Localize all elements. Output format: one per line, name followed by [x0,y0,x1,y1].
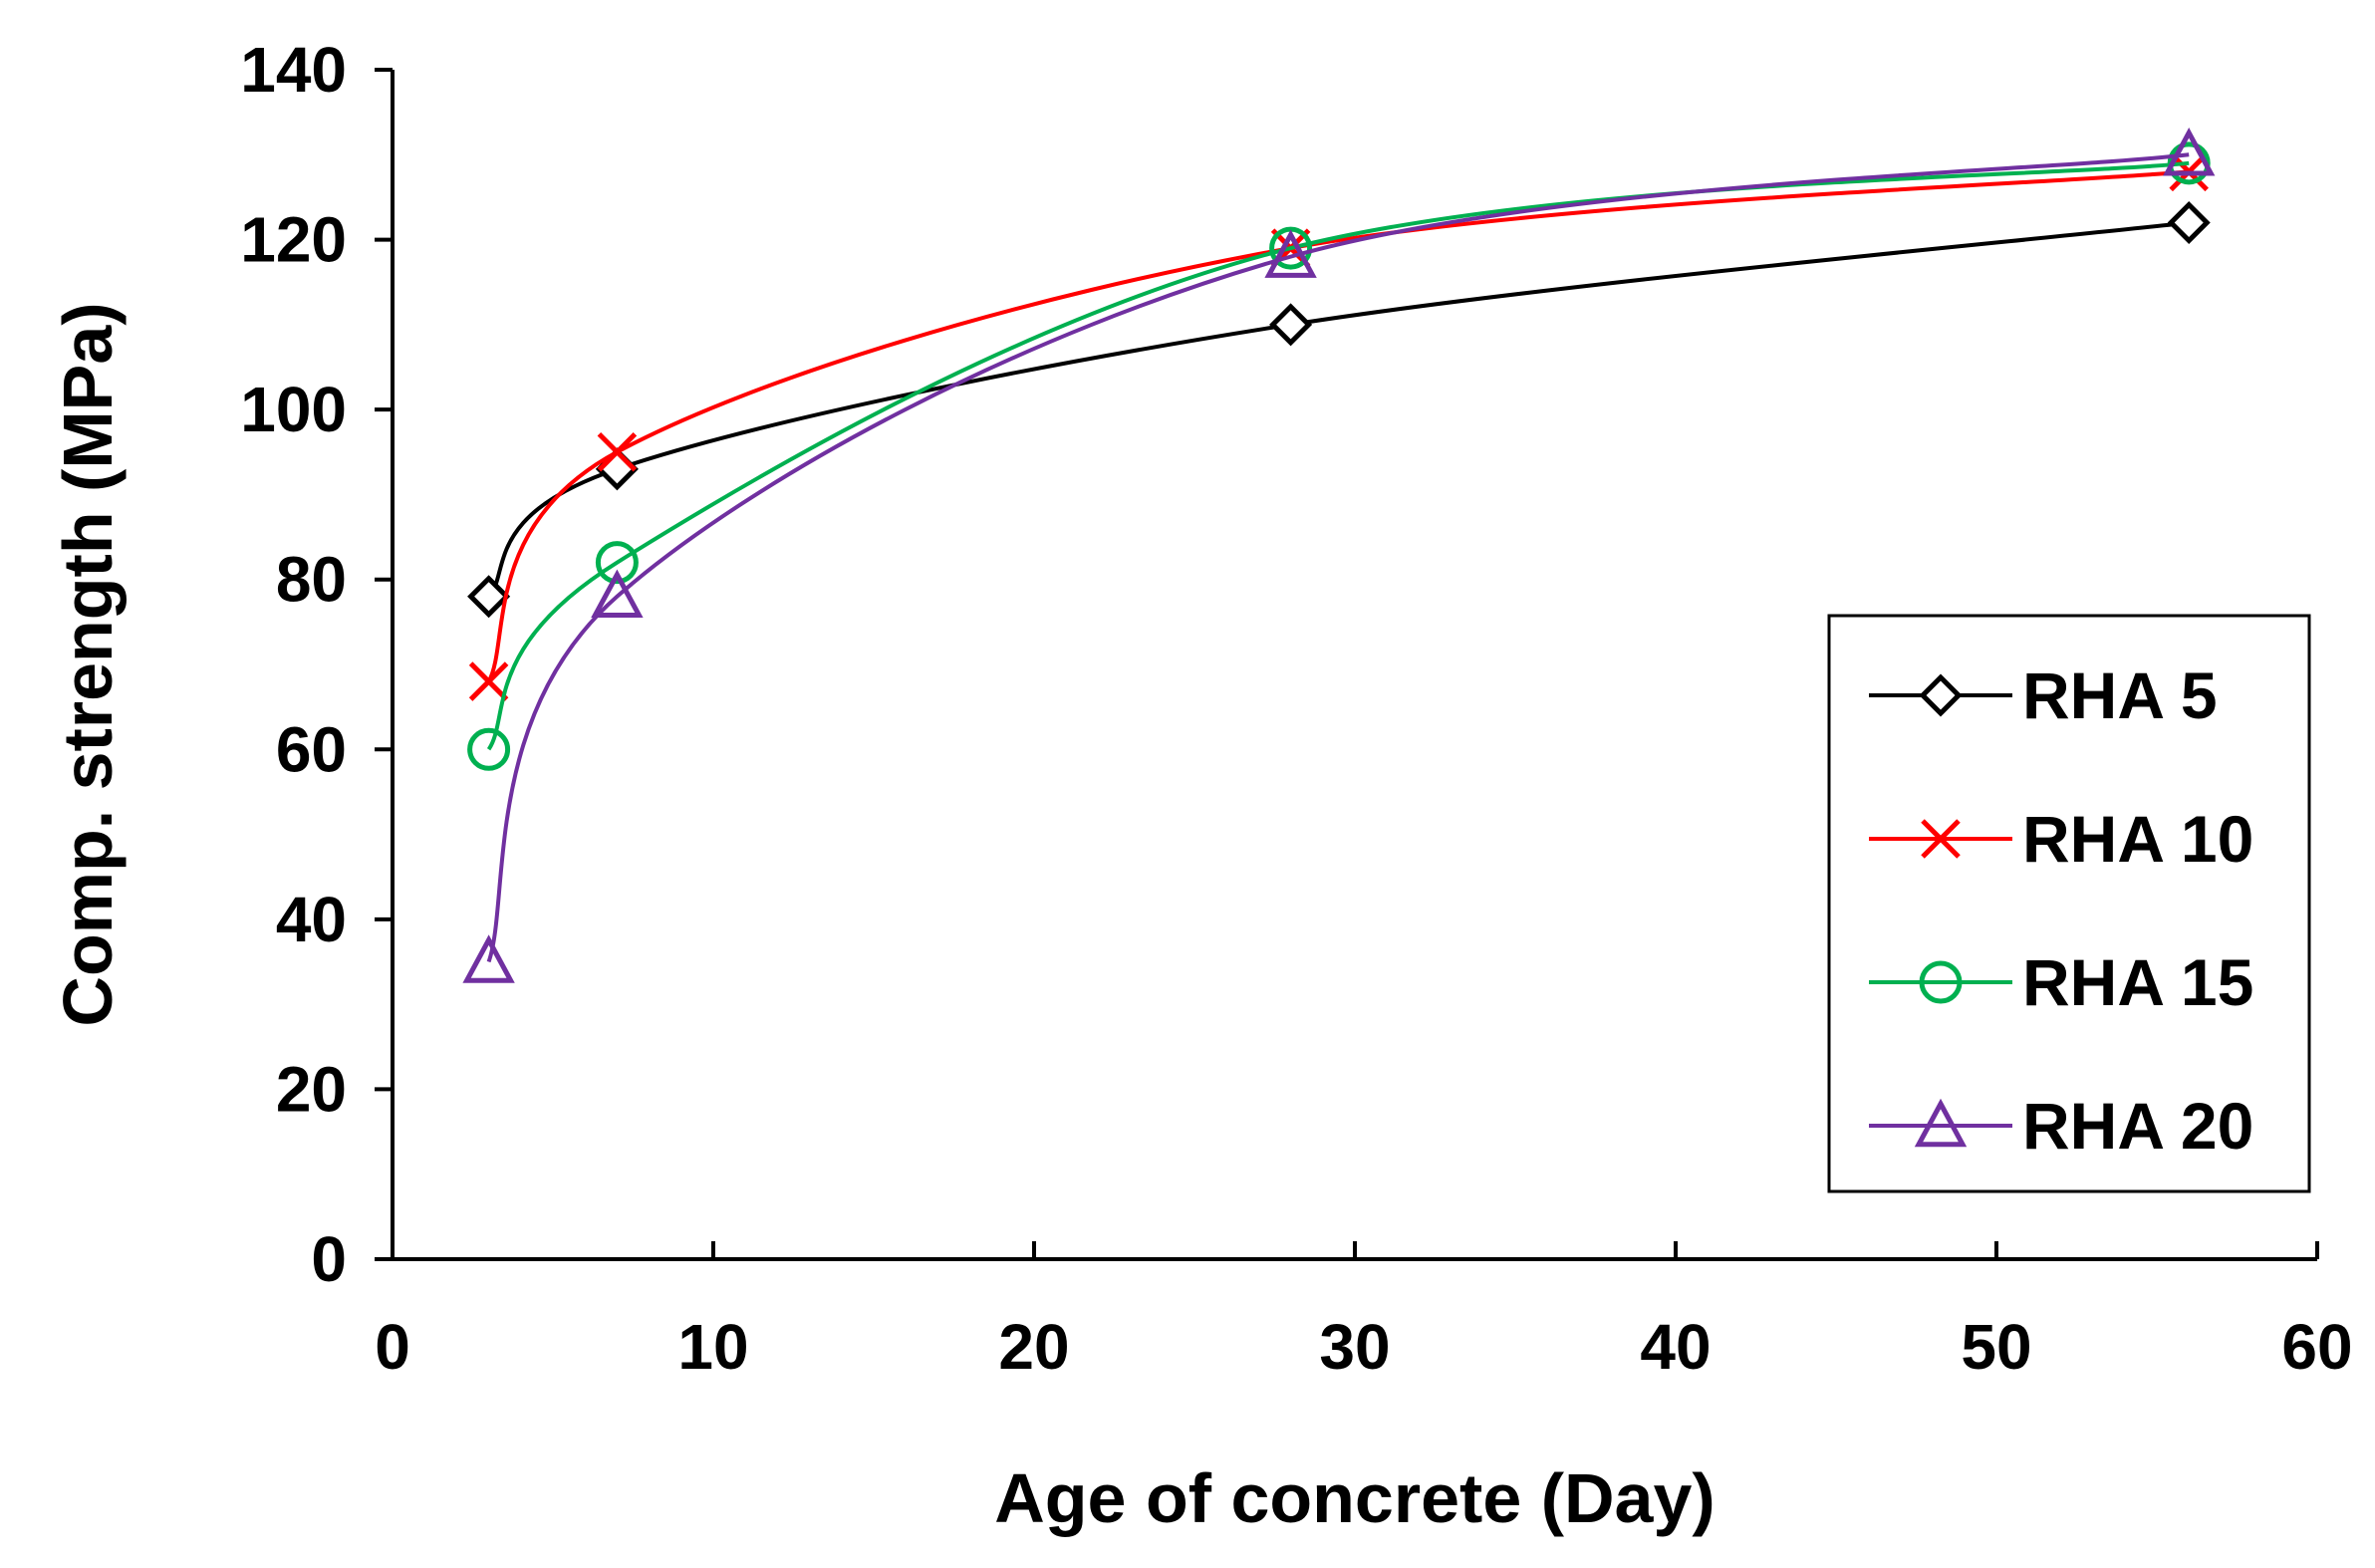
x-tick-label: 60 [2281,1311,2352,1383]
legend-label: RHA 20 [2022,1089,2253,1163]
x-tick-label: 30 [1319,1311,1390,1383]
y-tick-label: 60 [276,713,347,785]
y-tick-label: 80 [276,544,347,616]
series-line [486,160,2190,751]
legend-entry: RHA 15 [1869,945,2253,1019]
series-line [487,220,2190,599]
series-line [486,152,2190,963]
legend-box [1827,614,2311,1193]
x-axis-title: Age of concrete (Day) [994,1459,1715,1537]
y-axis-title: Comp. strength (MPa) [49,302,127,1026]
data-point [467,727,511,771]
x-tick-label: 10 [677,1311,748,1383]
data-point [462,934,515,983]
legend-label: RHA 10 [2022,802,2253,876]
x-tick-label: 50 [1961,1311,2031,1383]
data-point [2163,128,2216,176]
x-tick-label: 40 [1640,1311,1711,1383]
data-point [597,432,638,472]
data-point [1269,226,1313,270]
legend-label: RHA 15 [2022,945,2253,1019]
ticks: 0 20 40 60 80 100 120 140 0 10 20 30 40 50 60 [240,34,2352,1383]
y-tick-label: 140 [240,34,347,106]
data-point [1269,303,1313,347]
data-point [467,575,511,619]
data-point [468,661,509,701]
x-tick-label: 0 [375,1311,410,1383]
legend-entry: RHA 20 [1869,1089,2253,1163]
y-tick-label: 0 [311,1223,347,1295]
legend-label: RHA 5 [2022,658,2218,732]
legend-marker [1919,960,1963,1004]
series-rha-5 [467,200,2211,619]
series-line [486,169,2190,683]
series-layer [462,128,2216,983]
legend: RHA 5 RHA 10 RHA 15 RHA 20 [1827,614,2311,1193]
y-tick-label: 120 [240,204,347,276]
y-tick-label: 40 [276,884,347,955]
legend-marker [1914,1098,1968,1148]
y-tick-label: 100 [240,374,347,445]
data-point [595,447,639,491]
data-point [2167,200,2211,245]
series-rha-20 [462,128,2216,983]
y-tick-label: 20 [276,1053,347,1125]
legend-marker [1919,673,1963,717]
data-point [1264,229,1317,278]
legend-entry: RHA 10 [1869,802,2253,876]
legend-marker [1921,819,1961,859]
data-point [595,541,639,585]
legend-entry: RHA 5 [1869,658,2218,732]
data-point [591,569,644,618]
x-tick-label: 20 [998,1311,1069,1383]
